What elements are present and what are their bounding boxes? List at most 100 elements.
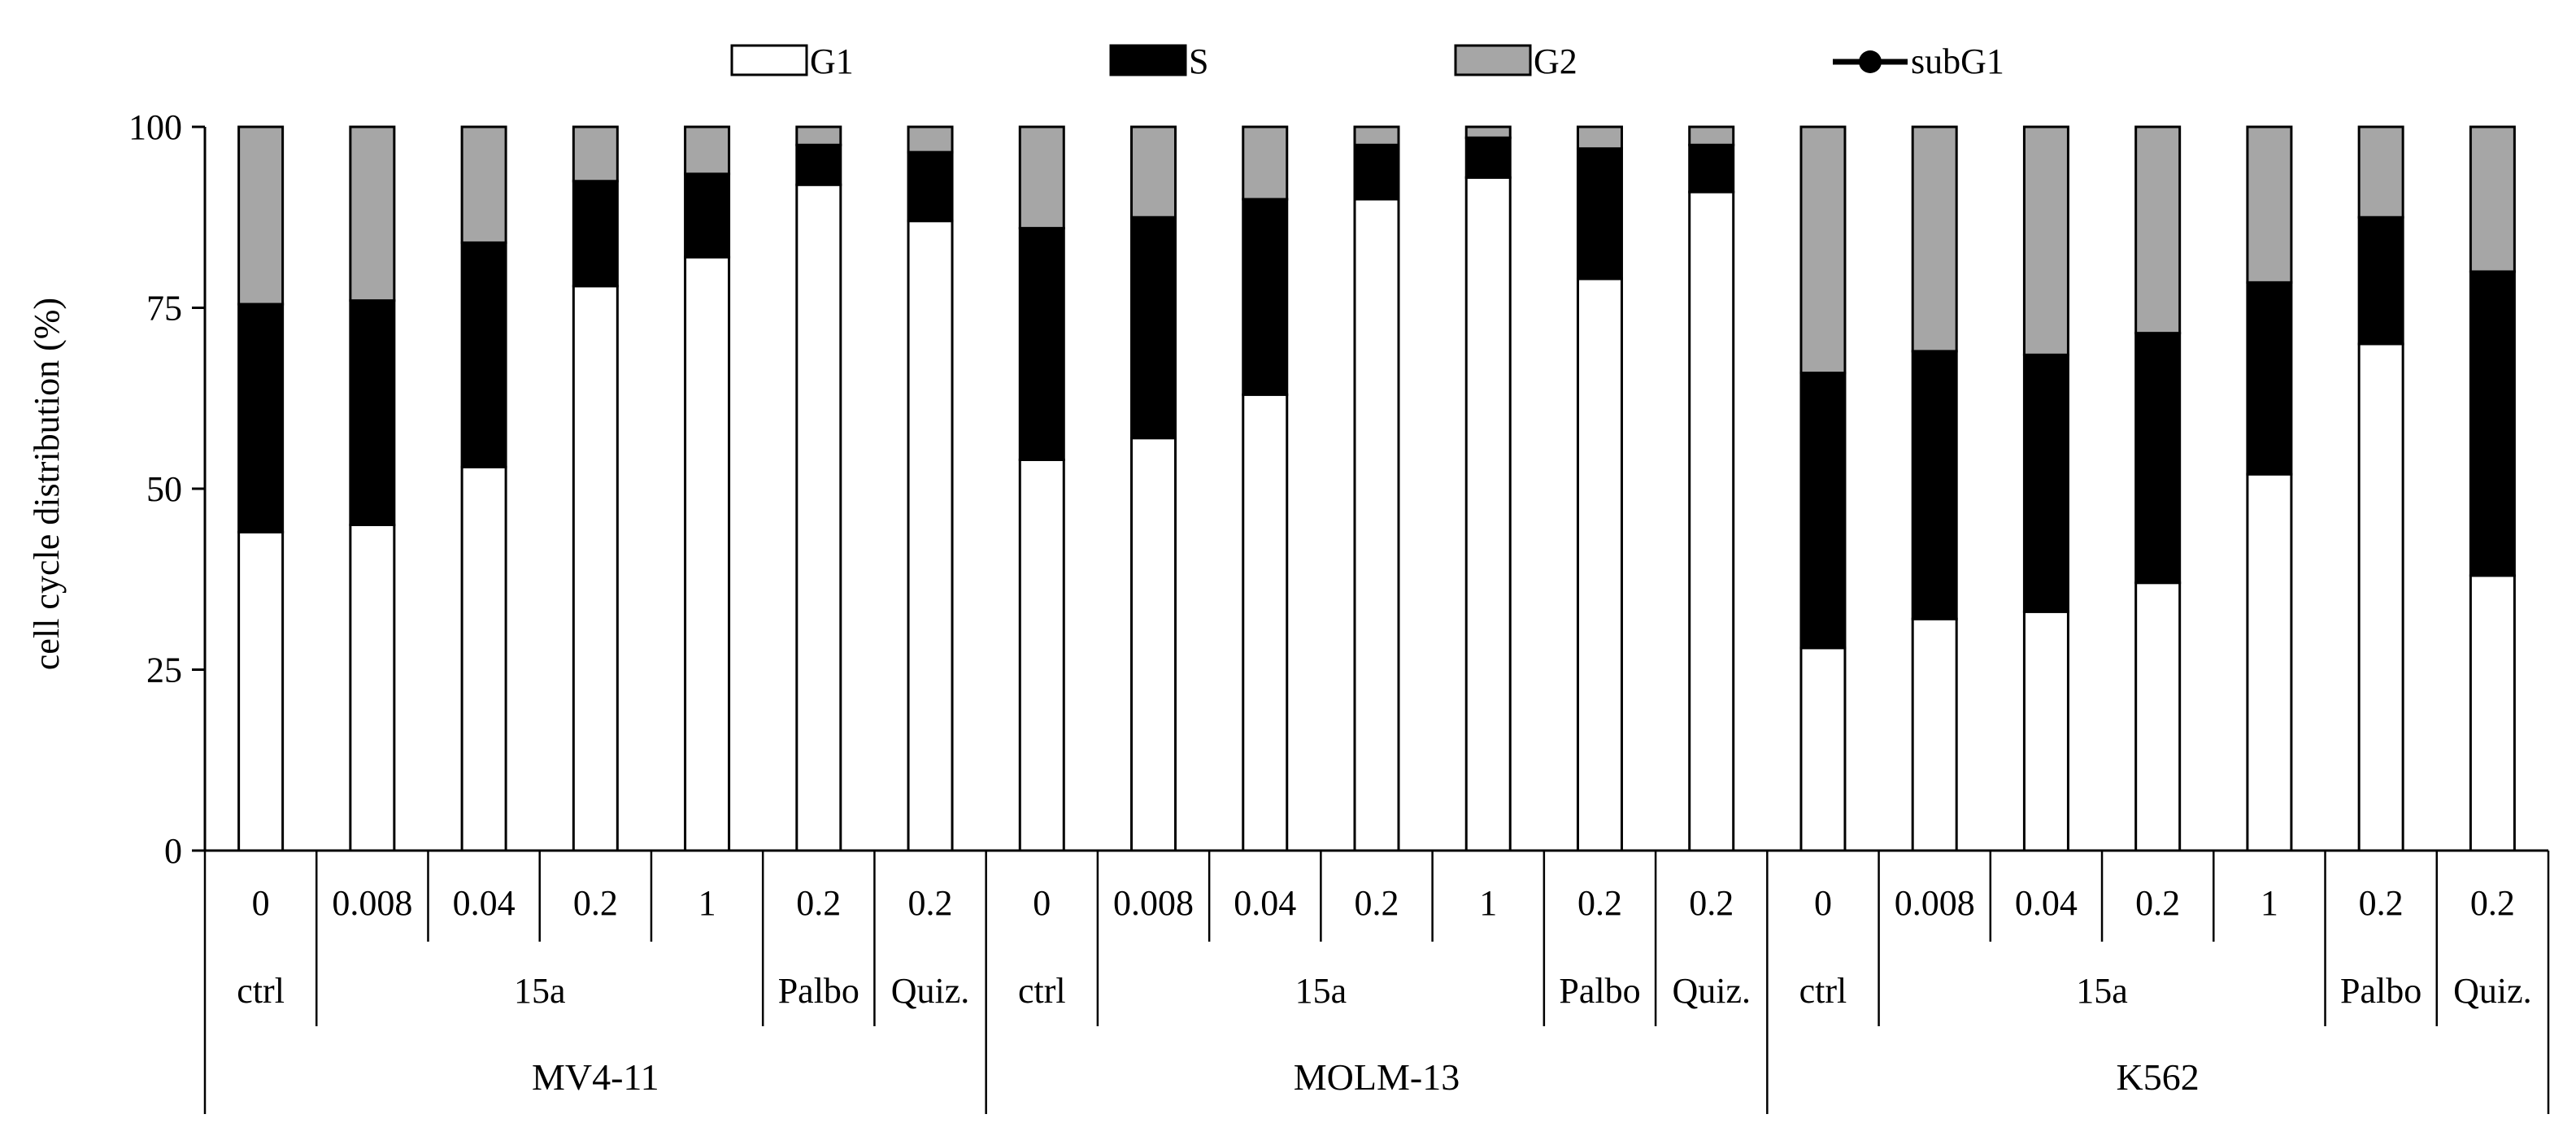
- category-label: 0.2: [2135, 883, 2180, 923]
- legend-item-g2: G2: [1454, 41, 1577, 81]
- bar-segment-s: [349, 299, 396, 526]
- bar-segment-g1: [2022, 610, 2069, 852]
- bar-segment-g2: [1799, 125, 1847, 375]
- bar-segment-g2: [1464, 125, 1512, 139]
- bar-segment-g1: [1130, 437, 1177, 852]
- bar-segment-s: [460, 241, 507, 468]
- bar-segment-g2: [349, 125, 396, 302]
- bar-segment-s: [1688, 143, 1735, 194]
- bar-segment-s: [2469, 270, 2516, 577]
- category-label: 1: [2261, 883, 2278, 923]
- y-axis: cell cycle distribution (%) 0 25 50 75 100: [27, 107, 207, 871]
- category-label: 0.04: [1234, 883, 1296, 923]
- bar-segment-g2: [2246, 125, 2293, 284]
- treatment-label: Palbo: [2340, 971, 2422, 1011]
- bar-segment-g2: [1688, 125, 1735, 146]
- y-tick-label: 25: [146, 651, 182, 690]
- y-tick-label: 75: [146, 289, 182, 329]
- cell-line-label: K562: [2117, 1056, 2200, 1098]
- legend-marker: [1859, 50, 1882, 73]
- category-label: 0: [252, 883, 270, 923]
- bar-segment-g1: [1799, 646, 1847, 852]
- category-label: 0.008: [332, 883, 412, 923]
- category-label: 0.04: [453, 883, 516, 923]
- bar-segment-g1: [237, 530, 285, 852]
- legend-swatch: [1454, 44, 1532, 76]
- bar-segment-g1: [1464, 176, 1512, 852]
- bar-segment-g1: [2469, 574, 2516, 852]
- bar-segment-s: [2134, 332, 2182, 585]
- bar-segment-g2: [460, 125, 507, 244]
- bar-segment-g1: [1911, 617, 1958, 852]
- y-tick-label: 100: [128, 107, 182, 147]
- bar-segment-g2: [1242, 125, 1289, 201]
- legend-item-subg1: subG1: [1833, 41, 2004, 81]
- bar-segment-g2: [2022, 125, 2069, 356]
- legend-label: subG1: [1911, 41, 2004, 81]
- category-label: 0.008: [1113, 883, 1194, 923]
- bar-segment-s: [1464, 136, 1512, 179]
- bar-segment-g1: [2246, 472, 2293, 852]
- bar-segment-g1: [2134, 581, 2182, 852]
- bar-segment-g1: [572, 285, 619, 852]
- y-tick-label: 50: [146, 469, 182, 509]
- bars: [237, 125, 2516, 852]
- bar-segment-s: [1242, 198, 1289, 396]
- treatment-label: Quiz.: [891, 971, 970, 1011]
- legend-item-g1: G1: [730, 41, 854, 81]
- bar-segment-s: [1911, 350, 1958, 620]
- category-label: 0.04: [2015, 883, 2078, 923]
- category-label: 1: [1479, 883, 1497, 923]
- bar-segment-s: [1799, 372, 1847, 650]
- bar-segment-s: [237, 302, 285, 533]
- bar-segment-g2: [1018, 125, 1065, 230]
- bar-segment-g2: [237, 125, 285, 306]
- bar-segment-g1: [1576, 277, 1623, 852]
- cell-line-label: MOLM-13: [1294, 1056, 1460, 1098]
- category-label: 0.2: [796, 883, 841, 923]
- bar-segment-g2: [572, 125, 619, 183]
- treatment-label: 15a: [514, 971, 566, 1011]
- category-label: 0.2: [1355, 883, 1399, 923]
- bar-segment-s: [684, 172, 731, 259]
- y-axis-label: cell cycle distribution (%): [27, 298, 67, 670]
- bar-segment-s: [795, 143, 842, 186]
- category-label: 0.2: [2359, 883, 2404, 923]
- bar-segment-g2: [907, 125, 954, 154]
- x-axis: 0 0.008 0.04 0.2 1 0.2 0.2 0 0.008 0.04 0.2 1 0.2 0.2…: [203, 849, 2550, 1114]
- bar-segment-g2: [2134, 125, 2182, 335]
- y-tick-label: 0: [164, 831, 182, 871]
- bar-segment-g2: [2469, 125, 2516, 273]
- bar-segment-g1: [349, 524, 396, 852]
- bar-segment-g2: [2357, 125, 2404, 219]
- category-label: 1: [698, 883, 716, 923]
- bar-segment-g1: [684, 255, 731, 852]
- bar-segment-g2: [1911, 125, 1958, 353]
- bar-segment-g1: [795, 183, 842, 852]
- treatment-label: Quiz.: [2453, 971, 2532, 1011]
- bar-segment-g2: [795, 125, 842, 146]
- bar-segment-s: [572, 180, 619, 288]
- category-label: 0.2: [1689, 883, 1734, 923]
- legend-swatch: [1109, 44, 1187, 76]
- cell-line-label: MV4-11: [532, 1056, 659, 1098]
- bar-segment-s: [1018, 227, 1065, 461]
- treatment-label: ctrl: [237, 971, 285, 1011]
- category-label: 0.2: [1577, 883, 1622, 923]
- bar-segment-g1: [1242, 393, 1289, 852]
- treatment-label: ctrl: [1018, 971, 1066, 1011]
- bar-segment-g1: [907, 220, 954, 852]
- legend: G1 S G2 subG1: [730, 41, 2004, 81]
- category-label: 0.008: [1895, 883, 1975, 923]
- bar-segment-s: [1130, 215, 1177, 440]
- bar-segment-g1: [1688, 190, 1735, 852]
- bar-segment-g1: [1018, 458, 1065, 852]
- bar-segment-s: [1353, 143, 1400, 201]
- category-label: 0: [1814, 883, 1832, 923]
- bar-segment-g2: [684, 125, 731, 176]
- treatment-label: 15a: [1295, 971, 1347, 1011]
- legend-label: G1: [810, 41, 854, 81]
- legend-item-s: S: [1109, 41, 1208, 81]
- bar-segment-s: [1576, 147, 1623, 281]
